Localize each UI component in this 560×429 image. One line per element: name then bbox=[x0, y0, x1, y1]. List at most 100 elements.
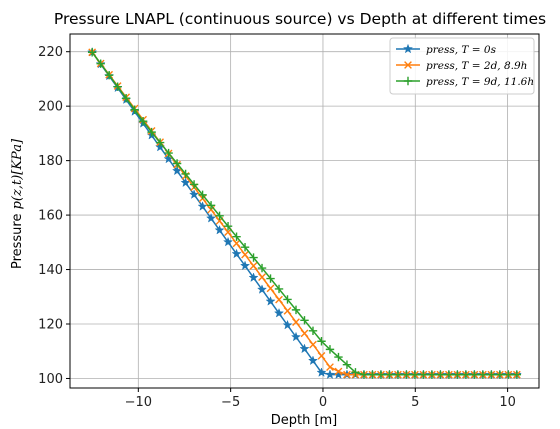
x-tick-label: −10 bbox=[125, 395, 152, 410]
series-1-point bbox=[231, 248, 242, 259]
series-1-point bbox=[239, 260, 251, 271]
series-1-point bbox=[189, 189, 200, 199]
legend-entry: press, T = 2d, 8.9h bbox=[396, 60, 527, 72]
series-2-point bbox=[343, 370, 351, 379]
series-3-point bbox=[181, 169, 190, 179]
series-1-point bbox=[214, 224, 225, 235]
y-axis-label: Pressure p(z,t)[KPa] bbox=[10, 138, 25, 269]
series-3-point bbox=[206, 201, 216, 210]
y-tick-label: 220 bbox=[38, 45, 63, 60]
series-1-point bbox=[316, 367, 327, 377]
series-1-point bbox=[256, 284, 268, 294]
series-3-point bbox=[138, 116, 148, 126]
x-axis-label: Depth [m] bbox=[271, 413, 338, 428]
chart-title: Pressure LNAPL (continuous source) vs De… bbox=[54, 10, 546, 28]
series-2-point bbox=[258, 273, 266, 282]
legend-label: press, T = 2d, 8.9h bbox=[426, 60, 527, 72]
series-3-point bbox=[147, 127, 156, 137]
series-3-point bbox=[470, 370, 479, 379]
legend-entry: press, T = 0s bbox=[396, 43, 497, 56]
series-3-point bbox=[283, 295, 292, 304]
series-3-point bbox=[249, 253, 258, 262]
series-1-point bbox=[273, 307, 285, 318]
series-3-point bbox=[376, 370, 386, 379]
series-3-point bbox=[240, 242, 250, 252]
series-3-point bbox=[198, 190, 207, 200]
grid bbox=[70, 34, 539, 388]
series-3-point bbox=[130, 105, 139, 114]
y-tick-label: 120 bbox=[38, 318, 63, 333]
series-3-point bbox=[461, 370, 471, 379]
series-3-point bbox=[504, 370, 513, 379]
series-3-point bbox=[291, 305, 301, 315]
series-1-point bbox=[324, 369, 336, 379]
legend: press, T = 0s press, T = 2d, 8.9h press, T… bbox=[389, 37, 535, 95]
series-2-point bbox=[309, 340, 317, 349]
legend-label: press, T = 0s bbox=[426, 44, 497, 56]
plot-frame bbox=[69, 33, 540, 389]
legend-label: press, T = 9d, 11.6h bbox=[426, 76, 534, 88]
series-2-point bbox=[292, 318, 300, 327]
series-2-point bbox=[334, 367, 343, 376]
series-3-point bbox=[410, 370, 420, 379]
series-1-point bbox=[222, 236, 234, 247]
y-tick-label: 100 bbox=[38, 372, 63, 387]
series-3-point bbox=[478, 370, 488, 379]
series-1-point bbox=[307, 355, 319, 366]
x-tick-label: −5 bbox=[221, 395, 240, 410]
series-1-point bbox=[248, 272, 259, 282]
x-tick-label: 5 bbox=[411, 395, 419, 410]
series-3-point bbox=[317, 337, 326, 346]
series-3-point bbox=[274, 284, 284, 294]
legend-box bbox=[389, 37, 535, 95]
series-1-point bbox=[205, 213, 217, 223]
series-3-point bbox=[87, 48, 97, 57]
y-tick-label: 160 bbox=[38, 209, 63, 224]
series-3-point bbox=[512, 370, 522, 379]
series-layer bbox=[87, 46, 522, 379]
series-3-point bbox=[495, 370, 505, 379]
series-1-point bbox=[290, 331, 302, 342]
series-3-point bbox=[266, 274, 275, 283]
series-3-point bbox=[308, 326, 318, 335]
x-axis-ticks: −10 −5 0 5 10 bbox=[125, 388, 516, 410]
series-3-point bbox=[436, 370, 445, 379]
series-3-point bbox=[104, 71, 114, 80]
series-3-point bbox=[257, 263, 267, 273]
series-3 bbox=[87, 48, 522, 379]
series-3-point bbox=[325, 345, 335, 354]
series-3-point bbox=[419, 370, 428, 379]
series-2-point bbox=[275, 295, 283, 304]
legend-swatch-marker bbox=[404, 61, 412, 69]
series-3-point bbox=[359, 370, 369, 379]
series-2-point bbox=[326, 363, 334, 371]
series-3-point bbox=[121, 93, 131, 103]
series-2-point bbox=[249, 261, 258, 270]
series-1-point bbox=[197, 201, 208, 211]
series-3-point bbox=[172, 159, 182, 168]
series-2-point bbox=[232, 239, 241, 248]
series-3-point bbox=[487, 370, 496, 379]
series-3-point bbox=[223, 222, 233, 231]
series-3-point bbox=[444, 370, 454, 379]
y-tick-label: 180 bbox=[38, 154, 63, 169]
series-3-point bbox=[351, 368, 360, 377]
series-3-point bbox=[453, 370, 462, 379]
x-tick-label: 10 bbox=[499, 395, 516, 410]
series-2-point bbox=[266, 284, 275, 293]
legend-swatch-marker bbox=[402, 43, 414, 54]
series-3-point bbox=[427, 370, 437, 379]
series-3-point bbox=[232, 232, 241, 241]
series-1-point bbox=[265, 296, 276, 306]
series-3-point bbox=[385, 370, 394, 379]
series-2-point bbox=[317, 351, 326, 360]
x-tick-label: 0 bbox=[319, 395, 327, 410]
series-3-point bbox=[300, 316, 309, 325]
y-axis-ticks: 100 120 140 160 180 200 220 bbox=[38, 45, 70, 387]
series-3-point bbox=[402, 370, 411, 379]
series-3-point bbox=[334, 352, 343, 362]
series-3-point bbox=[164, 148, 173, 158]
y-tick-label: 140 bbox=[38, 263, 63, 278]
series-1-point bbox=[282, 319, 293, 330]
